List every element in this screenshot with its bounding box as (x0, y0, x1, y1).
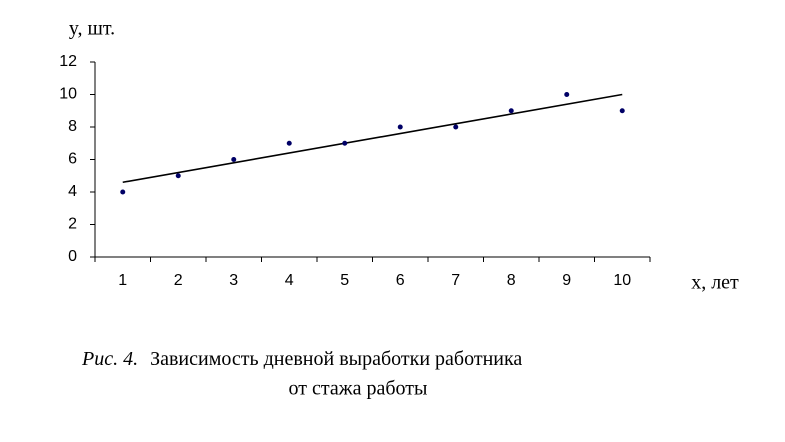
y-tick-label: 8 (68, 118, 77, 135)
y-tick-label: 4 (68, 183, 77, 200)
x-tick-label: 4 (285, 272, 294, 289)
point (508, 108, 514, 114)
y-tick-label: 10 (59, 86, 77, 103)
point (175, 173, 181, 179)
point (231, 157, 237, 162)
caption-prefix: Рис. 4. (81, 348, 138, 370)
point (286, 140, 292, 146)
y-axis-label: y, шт. (69, 18, 115, 40)
caption: Рис. 4. Зависимость дневной выработки раб… (81, 348, 522, 370)
point (120, 189, 126, 195)
x-axis-label: x, лет (691, 272, 739, 294)
point (342, 140, 348, 146)
point (397, 124, 403, 130)
caption-line: Зависимость дневной выработки работника (150, 348, 522, 370)
x-tick-label: 7 (451, 272, 460, 289)
trend-line (122, 93, 623, 184)
x-tick-label: 5 (340, 272, 349, 289)
caption-line: от стажа работы (289, 378, 428, 400)
point (564, 92, 570, 97)
point (619, 108, 625, 114)
x-tick-label: 2 (174, 272, 183, 289)
x-tick-label: 9 (562, 272, 571, 289)
y-tick-label: 12 (59, 53, 77, 70)
x-tick-label: 8 (507, 272, 516, 289)
y-tick-label: 2 (68, 216, 77, 233)
x-tick-label: 6 (396, 272, 405, 289)
y-tick-label: 6 (68, 151, 77, 168)
x-tick-label: 10 (613, 272, 631, 289)
y-tick-label: 0 (68, 248, 77, 265)
x-tick-label: 1 (118, 272, 127, 289)
point (453, 124, 459, 130)
x-tick-label: 3 (229, 272, 238, 289)
